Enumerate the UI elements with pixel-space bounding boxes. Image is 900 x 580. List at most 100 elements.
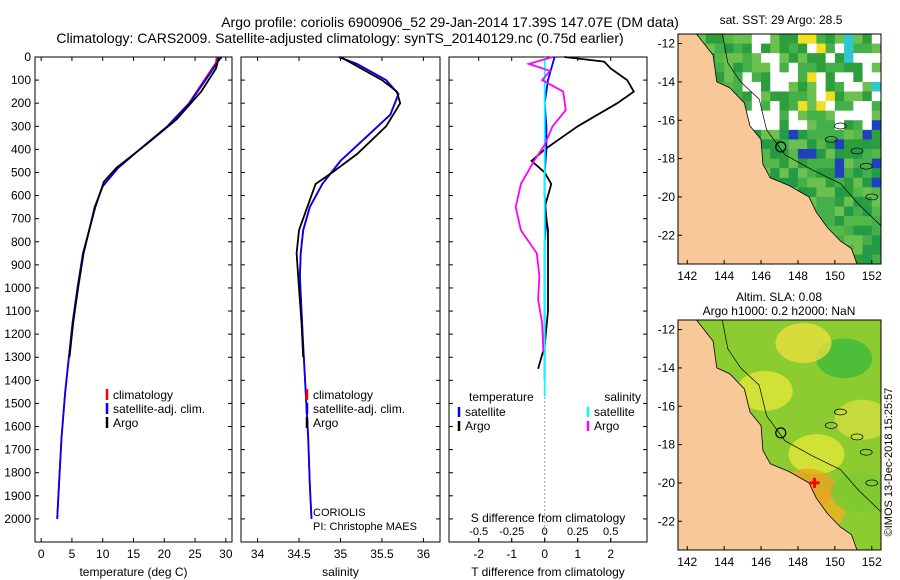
y-tick-label: -22 [658,514,676,528]
y-tick-label: 300 [11,119,31,133]
sst-cell [844,168,854,179]
legend-label: satellite-adj. clim. [113,402,205,416]
series-s-argo [514,56,567,353]
sst-cell [797,53,808,64]
sst-cell [825,129,836,140]
sst-cell [834,206,845,217]
sst-cell [816,187,827,198]
sst-cell [844,129,854,140]
sst-cell [751,81,762,92]
sst-cell [816,120,827,131]
y-tick-label: 900 [11,258,31,272]
sst-cell [770,43,780,54]
top-x-tick-label: 0.5 [603,526,618,538]
sst-cell [853,225,864,236]
sst-cell [871,206,881,217]
sst-cell [807,43,817,54]
sst-cell [797,168,808,179]
sst-cell [797,139,808,150]
x-tick-label: 150 [825,555,845,569]
sst-cell [724,62,734,73]
sst-cell [779,81,790,92]
sst-cell [807,120,817,131]
sst-cell [844,72,854,83]
sst-cell [871,244,881,255]
x-tick-label: 34.5 [287,547,311,561]
sst-cell [714,43,725,54]
sst-cell [871,72,881,83]
sst-cell [853,43,864,54]
top-x-tick-label: -0.25 [499,526,524,538]
sst-cell [807,158,817,169]
map-frame [677,33,882,265]
y-tick-label: 1900 [4,489,31,503]
isobath [721,34,881,226]
top-x-axis-label: S difference from climatology [471,511,626,525]
y-tick-label: 1300 [4,350,31,364]
sst-cell [705,34,716,45]
sst-cell [770,62,780,73]
sst-cell [807,34,817,45]
x-axis-label: T difference from climatology [471,565,625,579]
land [678,34,858,264]
x-tick-label: 20 [158,547,172,561]
x-axis-label: salinity [322,565,359,579]
sst-cell [779,120,790,131]
sst-cell [816,101,827,112]
land [678,320,858,550]
legend-label: Argo [313,416,339,430]
sst-cell [862,62,873,73]
y-tick-label: 1200 [4,327,31,341]
sst-cell [853,120,864,131]
sst-cell [871,149,881,160]
reef-outline [824,422,838,429]
sst-cell [844,110,854,121]
sst-cell [761,43,771,54]
sst-cell [871,168,881,179]
sst-cell [761,81,771,92]
sst-cell [816,149,827,160]
sst-cell [779,101,790,112]
sst-cell [834,101,845,112]
sst-cell [825,62,836,73]
sst-cell [834,216,845,227]
sst-cell [844,62,854,73]
sst-cell [770,34,780,45]
sst-cell [807,101,817,112]
sst-cell [816,53,827,64]
sst-cell [797,81,808,92]
sst-cell [770,81,780,92]
x-tick-label: -2 [473,547,484,561]
sst-cell [825,168,836,179]
y-tick-label: 200 [11,96,31,110]
sst-cell [871,101,881,112]
sst-cell [853,235,864,246]
sst-cell [862,216,873,227]
sst-cell [862,139,873,150]
sst-cell [862,235,873,246]
sst-cell [844,34,854,45]
sst-cell [807,139,817,150]
x-tick-label: 2 [607,547,614,561]
sst-cell [751,43,762,54]
map-frame [677,319,882,551]
sst-cell [779,139,790,150]
sst-cell [788,149,799,160]
x-tick-label: 152 [862,269,882,283]
sst-cell [779,53,790,64]
y-tick-label: -14 [658,361,676,375]
sst-cell [733,81,744,92]
sst-cell [788,129,799,140]
top-x-tick-label: -0.5 [469,526,488,538]
sst-cell [834,196,845,207]
sst-cell [871,158,881,169]
sla-blob [834,399,881,440]
sst-cell [797,177,808,188]
sst-cell [807,149,817,160]
sst-cell [797,62,808,73]
sst-cell [788,34,799,45]
reef-outline [834,408,847,416]
legend-title: salinity [604,390,641,404]
source-label: CORIOLIS [313,507,366,519]
sst-cell [862,206,873,217]
